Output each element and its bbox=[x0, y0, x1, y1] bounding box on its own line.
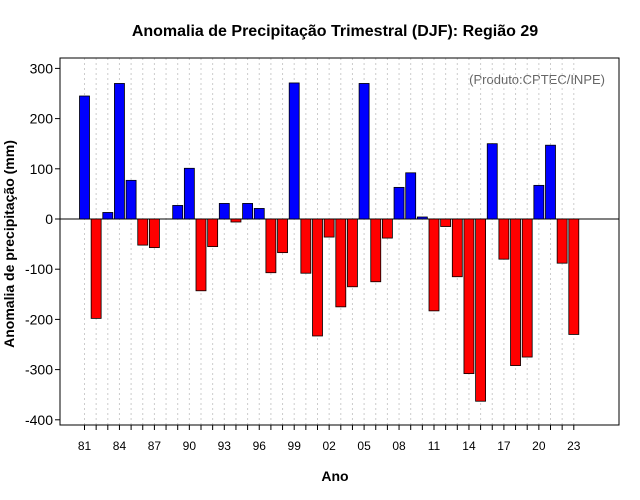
chart-title: Anomalia de Precipitação Trimestral (DJF… bbox=[132, 23, 538, 40]
bar-2022 bbox=[556, 218, 568, 264]
bar-2023 bbox=[568, 218, 580, 335]
bar-2020 bbox=[533, 184, 545, 220]
bar-2017 bbox=[498, 218, 510, 260]
bar-2006 bbox=[370, 218, 382, 283]
plot-frame bbox=[59, 57, 620, 426]
bar-2018 bbox=[510, 218, 521, 366]
xtick-label-14: 14 bbox=[462, 439, 476, 453]
xtick-label-05: 05 bbox=[357, 439, 371, 453]
bar-2014 bbox=[463, 218, 475, 375]
bar-1981 bbox=[79, 95, 90, 220]
bar-1999 bbox=[288, 82, 300, 220]
xtick-label-81: 81 bbox=[78, 439, 92, 453]
x-axis: 81 84 87 90 93 96 99 02 05 08 11 14 17 20 23 bbox=[78, 425, 581, 453]
bar-2011 bbox=[428, 218, 440, 312]
xtick-label-20: 20 bbox=[532, 439, 546, 453]
ytick-label--300: -300 bbox=[25, 362, 53, 378]
bar-2003 bbox=[335, 218, 347, 308]
y-axis: -400 -300 -200 -100 0 100 200 300 bbox=[25, 60, 60, 428]
bar-1984 bbox=[114, 83, 125, 220]
bar-2016 bbox=[486, 143, 498, 220]
bar-1985 bbox=[125, 179, 137, 220]
ytick-label--200: -200 bbox=[25, 311, 53, 327]
bar-2007 bbox=[381, 218, 393, 239]
bar-1994 bbox=[230, 218, 242, 223]
bar-2005 bbox=[358, 83, 370, 220]
xtick-label-90: 90 bbox=[183, 439, 197, 453]
xtick-label-93: 93 bbox=[218, 439, 232, 453]
chart-annotation: (Produto:CPTEC/INPE) bbox=[469, 72, 605, 87]
xtick-label-87: 87 bbox=[148, 439, 162, 453]
bar-2012 bbox=[440, 218, 452, 227]
bar-1998 bbox=[277, 218, 288, 254]
gridlines bbox=[84, 58, 575, 425]
bar-2015 bbox=[475, 218, 487, 402]
bar-2021 bbox=[545, 144, 556, 220]
xtick-label-11: 11 bbox=[428, 439, 441, 453]
bar-1982 bbox=[90, 218, 102, 319]
bar-2009 bbox=[405, 172, 417, 220]
bar-1986 bbox=[137, 218, 149, 246]
ytick-label-300: 300 bbox=[30, 60, 54, 76]
bar-1992 bbox=[207, 218, 219, 248]
bar-1995 bbox=[242, 203, 254, 220]
bar-2013 bbox=[451, 218, 463, 278]
bar-1993 bbox=[218, 203, 230, 220]
bar-2002 bbox=[323, 218, 335, 238]
xtick-label-84: 84 bbox=[113, 439, 127, 453]
bar-1983 bbox=[102, 212, 114, 220]
y-axis-label: Anomalia de precipitação (mm) bbox=[1, 140, 17, 348]
xtick-label-08: 08 bbox=[392, 439, 406, 453]
xtick-label-17: 17 bbox=[497, 439, 511, 453]
ytick-label--100: -100 bbox=[25, 261, 53, 277]
xtick-label-99: 99 bbox=[288, 439, 302, 453]
bar-2019 bbox=[521, 218, 533, 358]
bar-1991 bbox=[195, 218, 207, 292]
x-axis-label: Ano bbox=[321, 468, 348, 484]
bar-2000 bbox=[300, 218, 312, 274]
bar-1996 bbox=[253, 208, 265, 220]
ytick-label-0: 0 bbox=[45, 211, 53, 227]
ytick-label-200: 200 bbox=[30, 111, 54, 127]
bar-2008 bbox=[393, 186, 405, 220]
bar-1990 bbox=[183, 167, 195, 220]
bar-1997 bbox=[265, 218, 277, 274]
xtick-label-23: 23 bbox=[567, 439, 581, 453]
bar-2001 bbox=[312, 218, 323, 337]
bar-1987 bbox=[148, 218, 160, 249]
bar-2010 bbox=[416, 216, 428, 220]
bar-1989 bbox=[172, 205, 184, 220]
ytick-label--400: -400 bbox=[25, 412, 53, 428]
bar-2004 bbox=[347, 218, 358, 288]
xtick-label-02: 02 bbox=[322, 439, 336, 453]
ytick-label-100: 100 bbox=[30, 161, 54, 177]
bars bbox=[79, 82, 580, 402]
xtick-label-96: 96 bbox=[253, 439, 267, 453]
